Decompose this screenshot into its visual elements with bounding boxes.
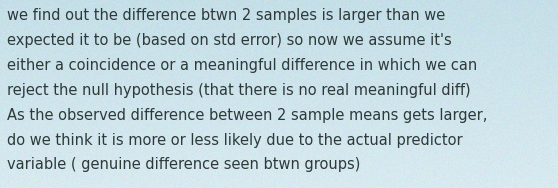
Text: variable ( genuine difference seen btwn groups): variable ( genuine difference seen btwn …	[7, 157, 360, 172]
Text: expected it to be (based on std error) so now we assume it's: expected it to be (based on std error) s…	[7, 33, 452, 48]
Text: we find out the difference btwn 2 samples is larger than we: we find out the difference btwn 2 sample…	[7, 8, 445, 24]
Text: reject the null hypothesis (that there is no real meaningful diff): reject the null hypothesis (that there i…	[7, 83, 471, 98]
Text: either a coincidence or a meaningful difference in which we can: either a coincidence or a meaningful dif…	[7, 58, 478, 73]
Text: do we think it is more or less likely due to the actual predictor: do we think it is more or less likely du…	[7, 133, 463, 148]
Text: As the observed difference between 2 sample means gets larger,: As the observed difference between 2 sam…	[7, 108, 488, 123]
